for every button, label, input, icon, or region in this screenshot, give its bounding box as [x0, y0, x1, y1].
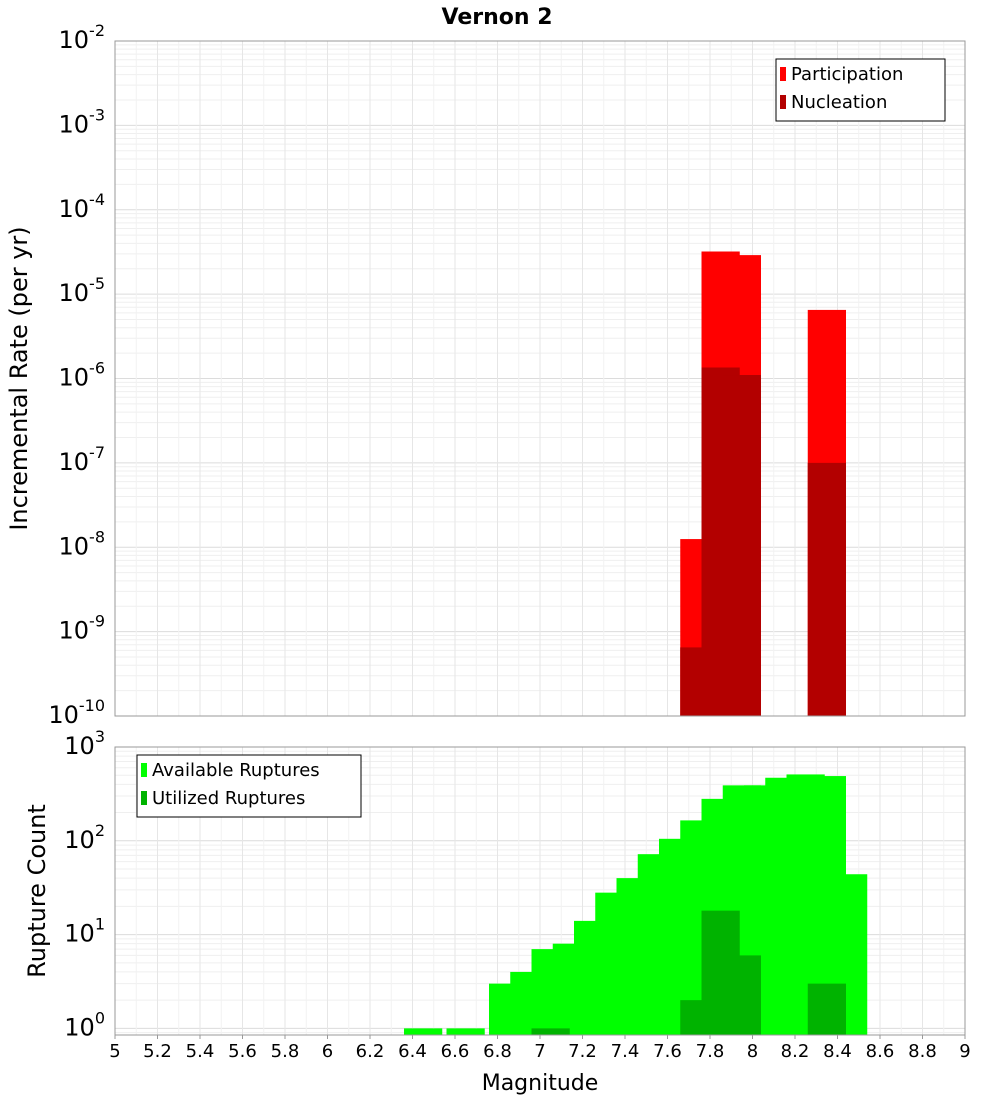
- bottom-legend-label: Utilized Ruptures: [152, 788, 305, 809]
- x-tick-label: 8.4: [823, 1041, 852, 1062]
- x-tick-label: 7.4: [611, 1041, 640, 1062]
- x-tick-label: 7.2: [568, 1041, 597, 1062]
- top-legend-label: Participation: [791, 64, 903, 85]
- top-legend-swatch: [780, 67, 786, 81]
- x-tick-label: 5.4: [186, 1041, 215, 1062]
- x-tick-label: 6: [322, 1041, 333, 1062]
- top-bars: [680, 251, 846, 716]
- x-tick-label: 9: [959, 1041, 970, 1062]
- x-tick-label: 6.6: [441, 1041, 470, 1062]
- top-y-tick-label: 10-2: [59, 21, 106, 54]
- bottom-y-axis-label: Rupture Count: [23, 804, 51, 978]
- bottom-bar-primary: [446, 1028, 485, 1035]
- x-tick-label: 6.8: [483, 1041, 512, 1062]
- bottom-legend-swatch: [141, 791, 147, 805]
- bottom-bar-secondary: [722, 955, 761, 1035]
- x-tick-label: 5.8: [271, 1041, 300, 1062]
- top-frame: [114, 40, 966, 717]
- x-axis-label: Magnitude: [482, 1071, 599, 1096]
- top-y-tick-label: 10-9: [59, 612, 106, 645]
- bottom-bar-primary: [404, 1028, 443, 1035]
- bottom-y-tick-label: 100: [64, 1008, 105, 1041]
- top-y-tick-label: 10-6: [59, 359, 106, 392]
- x-tick-label: 8.8: [908, 1041, 937, 1062]
- top-y-tick-label: 10-7: [59, 443, 106, 476]
- top-y-tick-label: 10-10: [48, 696, 105, 729]
- top-y-tick-label: 10-8: [59, 527, 106, 560]
- x-tick-label: 5.2: [143, 1041, 172, 1062]
- top-legend-swatch: [780, 95, 786, 109]
- top-y-tick-label: 10-3: [59, 105, 106, 138]
- bottom-legend-label: Available Ruptures: [152, 760, 320, 781]
- bottom-y-tick-label: 101: [64, 915, 105, 948]
- bottom-legend: Available Ruptures Utilized Ruptures: [136, 754, 362, 818]
- bottom-legend-box: [136, 754, 362, 818]
- x-tick-label: 7.8: [696, 1041, 725, 1062]
- top-legend-box: [775, 58, 946, 122]
- bottom-bar-secondary: [531, 1028, 570, 1035]
- x-tick-label: 6.2: [356, 1041, 385, 1062]
- x-tick-label: 7.6: [653, 1041, 682, 1062]
- bottom-y-tick-label: 103: [64, 727, 105, 760]
- top-y-tick-label: 10-5: [59, 274, 106, 307]
- top-panel: 10-10 10-9 10-8 10-7 10-6 10-5 10-4 10-3 10-2 Inc…: [5, 21, 966, 729]
- top-legend-label: Nucleation: [791, 92, 887, 113]
- top-bar-secondary: [807, 462, 846, 716]
- bottom-bars: [404, 774, 868, 1035]
- bottom-y-tick-label: 102: [64, 821, 105, 854]
- top-bar-secondary: [722, 375, 761, 716]
- top-y-axis-label: Incremental Rate (per yr): [5, 226, 33, 530]
- bottom-bar-secondary: [807, 983, 846, 1035]
- x-tick-label: 8.6: [866, 1041, 895, 1062]
- x-tick-label: 8.2: [781, 1041, 810, 1062]
- top-y-tick-label: 10-4: [59, 190, 106, 223]
- x-tick-label: 5: [109, 1041, 120, 1062]
- x-tick-label: 8: [747, 1041, 758, 1062]
- x-tick-label: 7: [534, 1041, 545, 1062]
- x-tick-label: 5.6: [228, 1041, 257, 1062]
- top-legend: Participation Nucleation: [775, 58, 946, 122]
- bottom-panel: 100 101 102 103 Rupture Count Available Ruptu…: [23, 727, 971, 1096]
- x-tick-label: 6.4: [398, 1041, 427, 1062]
- bottom-legend-swatch: [141, 763, 147, 777]
- chart-title: Vernon 2: [442, 5, 553, 30]
